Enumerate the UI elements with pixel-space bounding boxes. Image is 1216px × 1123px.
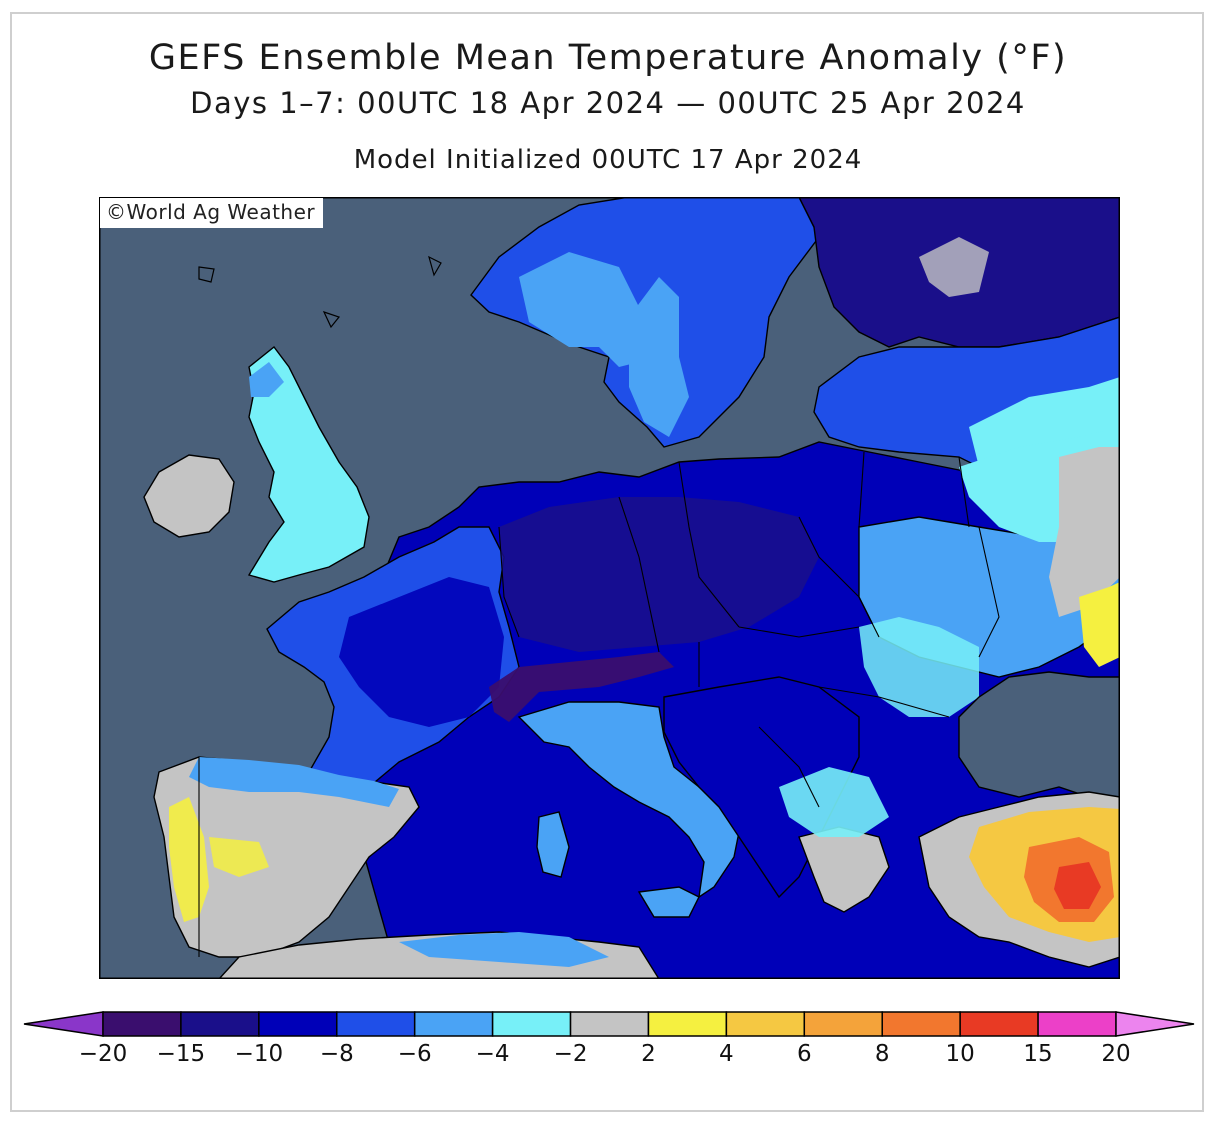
colorbar-tick-label: −4: [475, 1041, 510, 1067]
colorbar-tick-label: −20: [78, 1041, 128, 1067]
land-russia-gray: [919, 237, 989, 297]
land-italy: [517, 701, 740, 899]
land-central-darkcore: [499, 497, 819, 652]
land-sicily: [637, 886, 700, 918]
colorbar-tick-label: 8: [874, 1041, 890, 1067]
colorbar-tick-label: −10: [234, 1041, 284, 1067]
colorbar-swatch: [102, 1011, 182, 1037]
land-spain-yellow: [209, 837, 269, 877]
colorbar-swatch: [881, 1011, 961, 1037]
colorbar-swatch: [258, 1011, 338, 1037]
colorbar-swatch: [1037, 1011, 1117, 1037]
land-gb-lightblue: [249, 362, 284, 397]
land-scandinavia-lightblue: [519, 252, 659, 367]
colorbar-tick-label: −15: [156, 1041, 206, 1067]
colorbar-swatch: [725, 1011, 806, 1037]
land-ireland: [143, 454, 235, 538]
land-sweden-lightblue: [629, 277, 689, 437]
colorbar-tick-label: 2: [641, 1041, 656, 1067]
colorbar-tick-label: 15: [1023, 1041, 1053, 1067]
map-panel: ©World Ag Weather: [99, 197, 1120, 979]
land-france-darkblue: [339, 577, 504, 727]
land-sardinia: [536, 811, 570, 878]
land-alps-coldcore: [489, 652, 674, 722]
land-great-britain: [247, 346, 370, 583]
map-subtitle: Days 1–7: 00UTC 18 Apr 2024 — 00UTC 25 A…: [190, 86, 1026, 120]
colorbar-tick-label: 4: [719, 1041, 734, 1067]
colorbar-swatch: [413, 1011, 494, 1037]
anomaly-map: [99, 197, 1120, 979]
colorbar-tick-label: −6: [397, 1041, 432, 1067]
colorbar-over-triangle: [1115, 1011, 1195, 1037]
country-borders: [198, 451, 1000, 957]
colorbar-swatch: [336, 1011, 416, 1037]
colorbar-swatch: [569, 1011, 650, 1037]
colorbar: [23, 1011, 1195, 1037]
colorbar-under-triangle: [23, 1011, 104, 1037]
land-turkey-red: [1054, 862, 1101, 909]
land-crimea-yellow: [1079, 582, 1120, 667]
land-romania-cyan: [859, 617, 979, 717]
land-iberia-blue-north: [189, 757, 399, 807]
colorbar-swatch: [959, 1011, 1039, 1037]
land-balkans-cyan: [779, 767, 889, 837]
model-init-label: Model Initialized 00UTC 17 Apr 2024: [353, 145, 863, 175]
land-small-islands: [198, 255, 442, 329]
colorbar-swatch: [491, 1011, 572, 1037]
land-east-gray: [1049, 447, 1120, 617]
land-north-africa-blue: [399, 932, 609, 967]
copyright-label: ©World Ag Weather: [100, 198, 324, 228]
map-title: GEFS Ensemble Mean Temperature Anomaly (…: [148, 38, 1068, 78]
colorbar-swatch: [803, 1011, 883, 1037]
colorbar-swatch: [647, 1011, 728, 1037]
colorbar-tick-label: 6: [796, 1041, 812, 1067]
colorbar-tick-label: 10: [945, 1041, 975, 1067]
black-sea: [958, 671, 1120, 798]
map-border: [99, 197, 1120, 979]
colorbar-tick-label: −2: [553, 1041, 588, 1067]
colorbar-tick-label: −8: [319, 1041, 354, 1067]
colorbar-tick-label: 20: [1101, 1041, 1131, 1067]
colorbar-swatch: [180, 1011, 260, 1037]
